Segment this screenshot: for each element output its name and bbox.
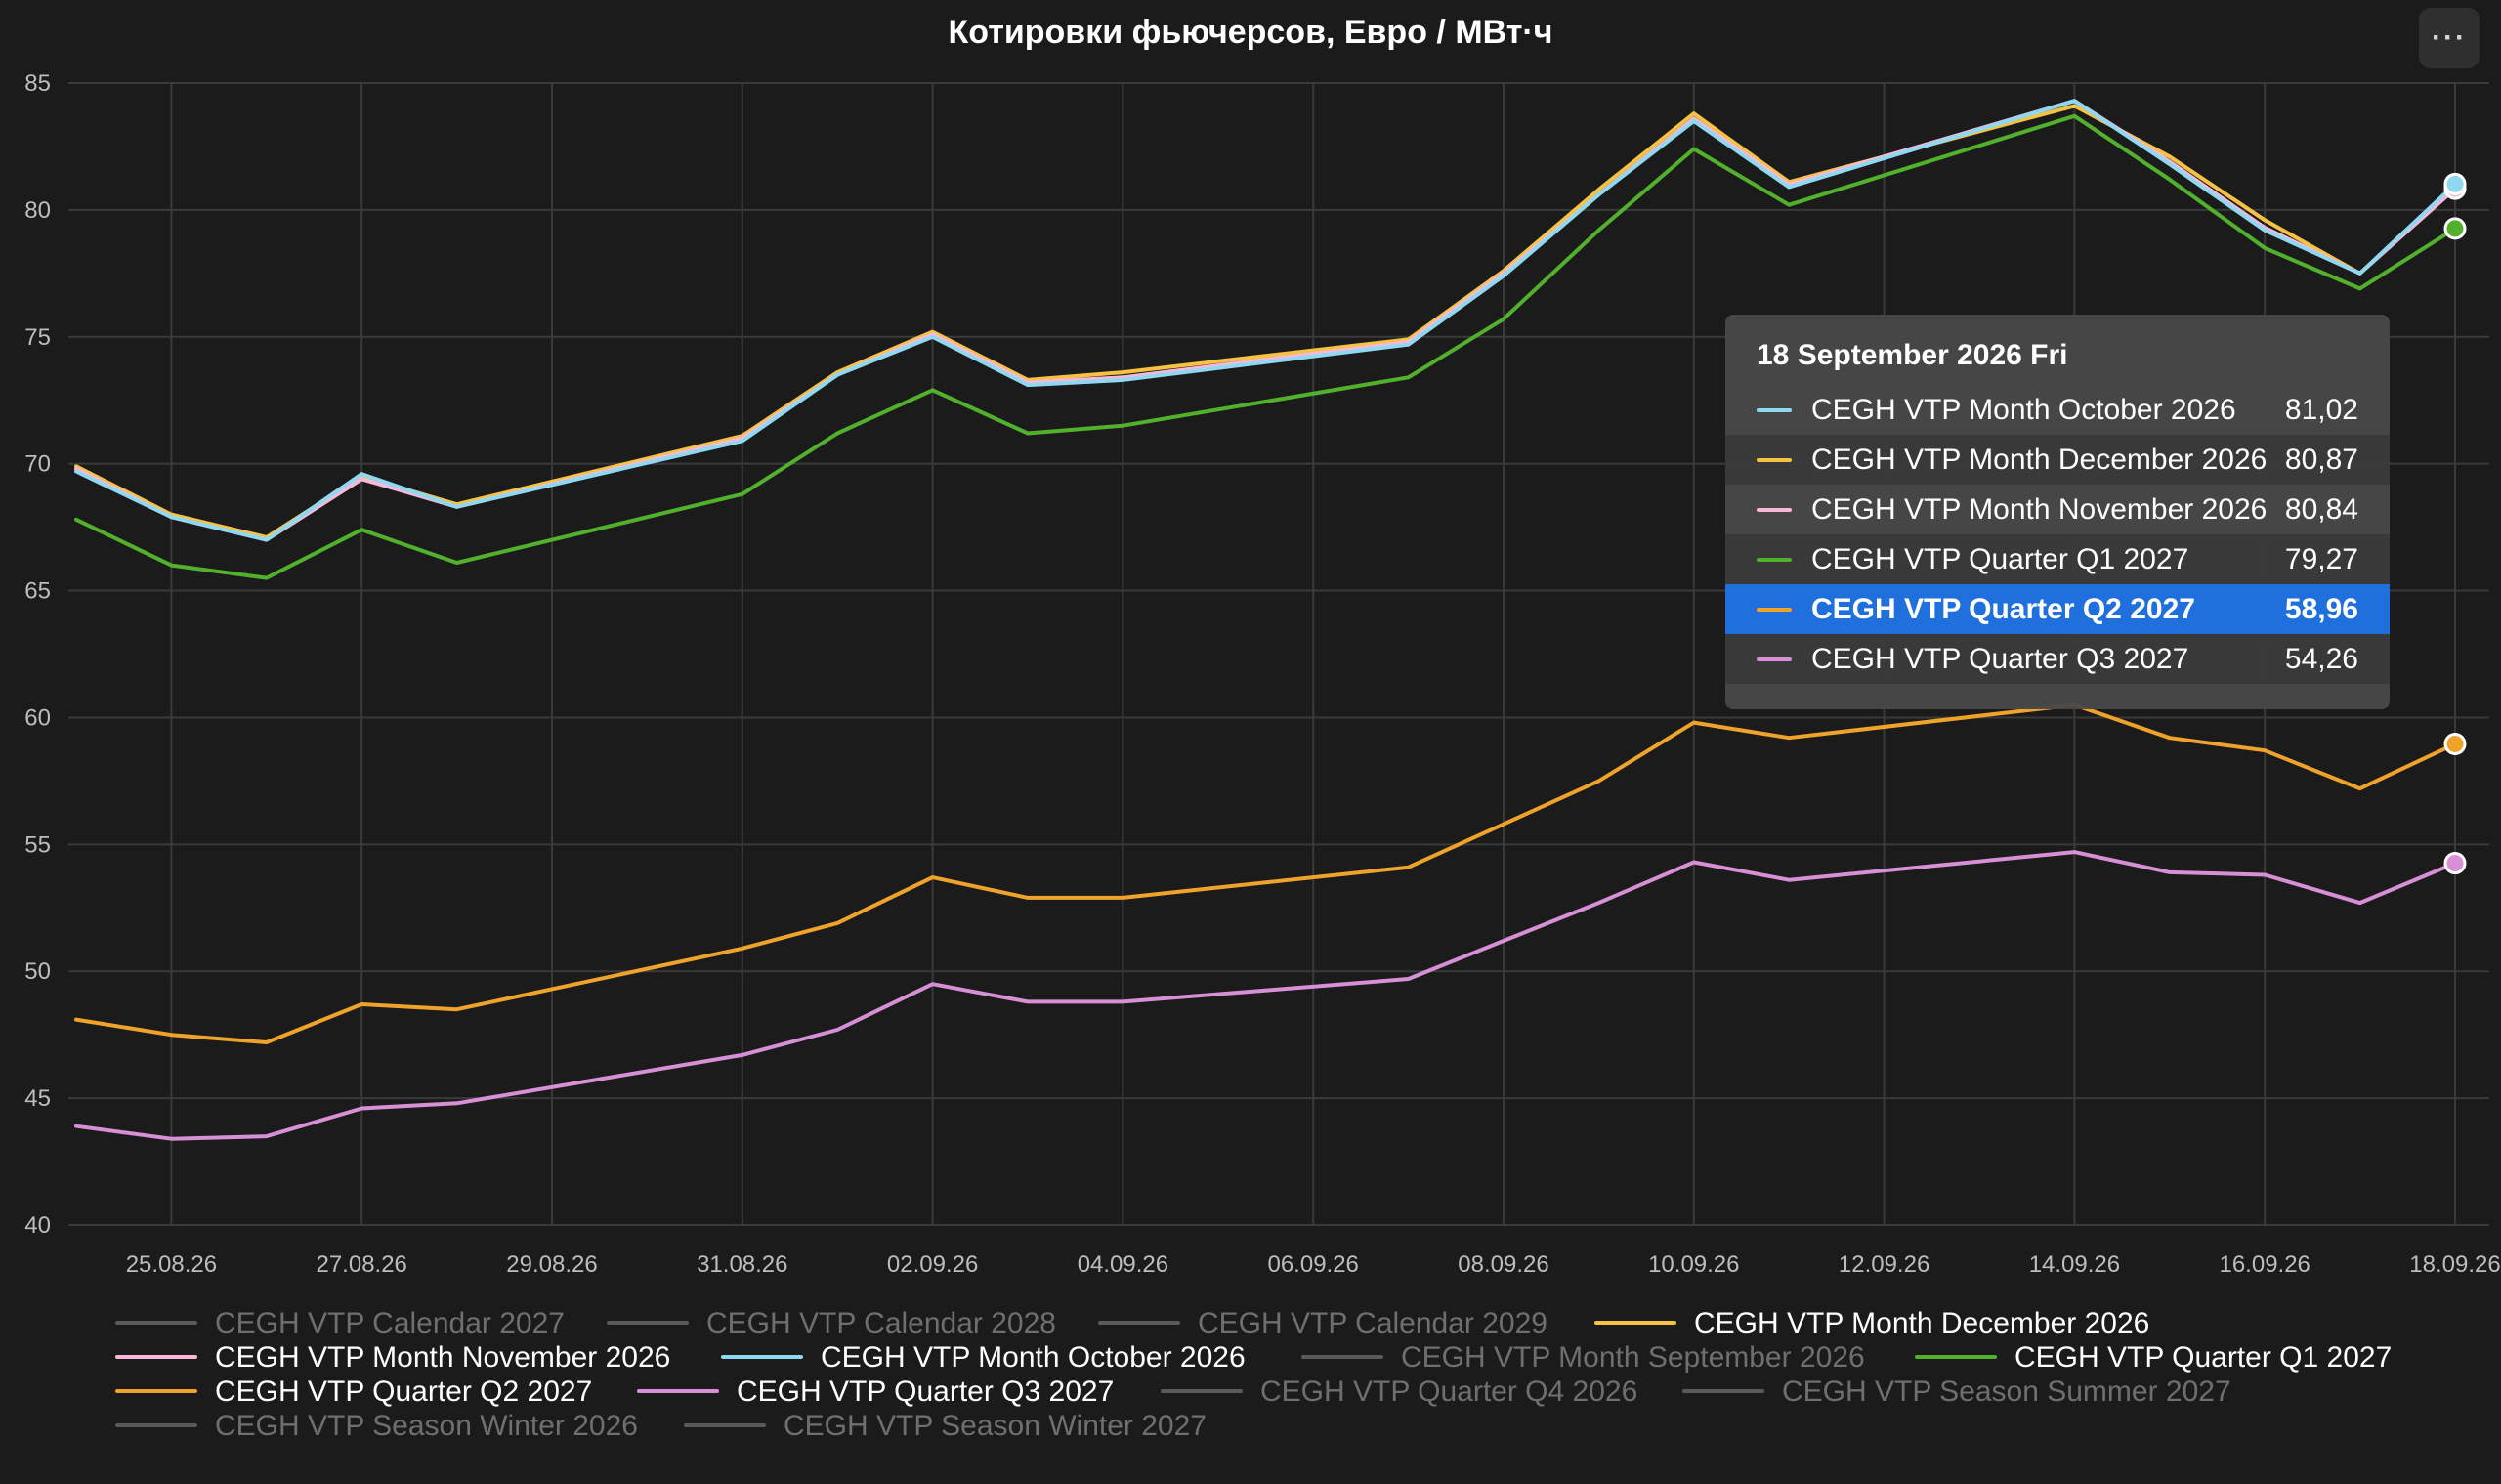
tooltip-series-name: CEGH VTP Month December 2026 [1811, 444, 2268, 476]
legend-swatch [1915, 1355, 1997, 1359]
tooltip-row: CEGH VTP Quarter Q2 2027 58,96 [1725, 584, 2390, 634]
tooltip-series-value: 81,02 [2284, 394, 2358, 426]
tooltip-series-name: CEGH VTP Month October 2026 [1811, 394, 2236, 426]
grid [68, 82, 2489, 1226]
x-tick-label: 25.08.26 [126, 1251, 217, 1278]
x-tick-label: 18.09.26 [2409, 1251, 2500, 1278]
legend-swatch [1098, 1321, 1180, 1325]
series-line-4 [74, 702, 2457, 1044]
hover-points [2443, 172, 2467, 875]
tooltip-swatch [1757, 408, 1792, 412]
tooltip-swatch [1757, 508, 1792, 512]
x-tick-label: 02.09.26 [887, 1251, 978, 1278]
y-tick-label: 70 [24, 451, 51, 478]
series-lines [74, 99, 2457, 1141]
legend-label: CEGH VTP Quarter Q1 2027 [2014, 1341, 2393, 1374]
series-point-3 [2443, 217, 2467, 240]
x-tick-label: 16.09.26 [2219, 1251, 2310, 1278]
tooltip-swatch [1757, 608, 1792, 612]
legend-swatch [115, 1423, 197, 1427]
legend-swatch [1161, 1389, 1243, 1393]
tooltip-row: CEGH VTP Month October 2026 81,02 [1725, 385, 2390, 435]
tooltip: 18 September 2026 Fri CEGH VTP Month Oct… [1725, 315, 2390, 709]
y-tick-label: 65 [24, 578, 51, 605]
legend-swatch [1301, 1355, 1383, 1359]
y-tick-label: 50 [24, 958, 51, 985]
series-point-4 [2443, 732, 2467, 755]
legend-label: CEGH VTP Quarter Q2 2027 [215, 1376, 593, 1408]
legend-label: CEGH VTP Calendar 2027 [215, 1307, 565, 1339]
legend-label: CEGH VTP Month November 2026 [215, 1341, 671, 1374]
tooltip-series-name: CEGH VTP Quarter Q1 2027 [1811, 543, 2189, 575]
tooltip-series-value: 54,26 [2284, 643, 2358, 675]
chart-title: Котировки фьючерсов, Евро / МВт·ч [948, 14, 1553, 51]
y-tick-label: 85 [24, 70, 51, 97]
tooltip-series-value: 80,87 [2284, 444, 2358, 476]
legend-label: CEGH VTP Calendar 2028 [706, 1307, 1056, 1339]
legend-label: CEGH VTP Month December 2026 [1694, 1307, 2150, 1339]
tooltip-row: CEGH VTP Month November 2026 80,84 [1725, 485, 2390, 534]
legend-label: CEGH VTP Season Winter 2027 [784, 1410, 1207, 1442]
legend-swatch [684, 1423, 766, 1427]
series-point-2 [2443, 172, 2467, 195]
x-tick-label: 04.09.26 [1078, 1251, 1168, 1278]
tooltip-swatch [1757, 558, 1792, 562]
y-tick-label: 80 [24, 197, 51, 224]
legend-swatch [1682, 1389, 1764, 1393]
x-tick-label: 06.09.26 [1267, 1251, 1358, 1278]
legend-swatch [1594, 1321, 1676, 1325]
tooltip-series-name: CEGH VTP Quarter Q3 2027 [1811, 643, 2189, 675]
legend-label: CEGH VTP Season Winter 2026 [215, 1410, 638, 1442]
series-line-5 [74, 850, 2457, 1141]
tooltip-header: 18 September 2026 Fri [1757, 339, 2068, 371]
legend-swatch [607, 1321, 689, 1325]
tooltip-series-name: CEGH VTP Quarter Q2 2027 [1811, 593, 2195, 625]
tooltip-swatch [1757, 657, 1792, 661]
x-tick-label: 08.09.26 [1458, 1251, 1548, 1278]
x-tick-label: 12.09.26 [1839, 1251, 1929, 1278]
legend-swatch [115, 1389, 197, 1393]
y-axis: 40 45 50 55 60 65 70 75 80 85 [24, 70, 51, 1239]
y-tick-label: 45 [24, 1085, 51, 1112]
line-chart[interactable]: 40 45 50 55 60 65 70 75 80 85 25.08.26 27.08.26 29.… [0, 0, 2501, 1299]
legend-label: CEGH VTP Month September 2026 [1401, 1341, 1865, 1374]
legend-swatch [115, 1321, 197, 1325]
legend-label: CEGH VTP Month October 2026 [821, 1341, 1246, 1374]
more-horizontal-icon: ··· [2432, 21, 2467, 54]
more-menu-button[interactable]: ··· [2419, 8, 2480, 68]
legend-swatch [637, 1389, 719, 1393]
legend-label: CEGH VTP Calendar 2029 [1198, 1307, 1547, 1339]
x-tick-label: 27.08.26 [316, 1251, 406, 1278]
tooltip-row: CEGH VTP Month December 2026 80,87 [1725, 435, 2390, 485]
series-line-3 [74, 113, 2457, 580]
legend-label: CEGH VTP Quarter Q4 2026 [1260, 1376, 1638, 1408]
x-axis: 25.08.26 27.08.26 29.08.26 31.08.26 02.09.26… [126, 1251, 2501, 1278]
tooltip-row: CEGH VTP Quarter Q1 2027 79,27 [1725, 534, 2390, 584]
y-tick-label: 55 [24, 831, 51, 858]
y-tick-label: 40 [24, 1212, 51, 1239]
x-tick-label: 10.09.26 [1648, 1251, 1739, 1278]
tooltip-series-value: 79,27 [2284, 543, 2358, 575]
y-tick-label: 75 [24, 324, 51, 351]
tooltip-row: CEGH VTP Quarter Q3 2027 54,26 [1725, 634, 2390, 684]
series-line-2 [74, 99, 2457, 542]
legend-label: CEGH VTP Season Summer 2027 [1782, 1376, 2231, 1408]
x-tick-label: 31.08.26 [697, 1251, 787, 1278]
x-tick-label: 29.08.26 [506, 1251, 597, 1278]
tooltip-series-value: 58,96 [2284, 593, 2358, 625]
legend-swatch [721, 1355, 803, 1359]
legend-label: CEGH VTP Quarter Q3 2027 [737, 1376, 1115, 1408]
tooltip-series-name: CEGH VTP Month November 2026 [1811, 493, 2268, 526]
series-point-5 [2443, 852, 2467, 875]
tooltip-series-value: 80,84 [2284, 493, 2358, 526]
y-tick-label: 60 [24, 704, 51, 731]
tooltip-rows: CEGH VTP Month October 2026 81,02 CEGH VTP… [1725, 385, 2390, 684]
x-tick-label: 14.09.26 [2029, 1251, 2120, 1278]
tooltip-swatch [1757, 458, 1792, 462]
legend-swatch [115, 1355, 197, 1359]
